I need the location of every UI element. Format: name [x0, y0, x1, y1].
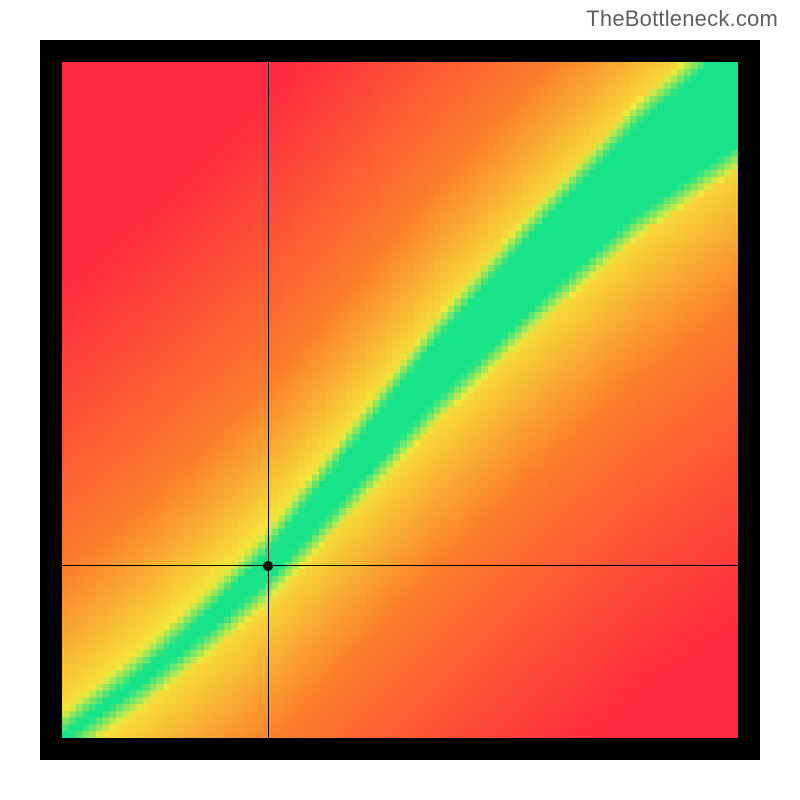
heatmap-canvas: [62, 62, 738, 738]
crosshair-marker-dot: [263, 561, 273, 571]
chart-container: TheBottleneck.com: [0, 0, 800, 800]
heatmap-panel: [40, 40, 760, 760]
crosshair-vertical: [268, 62, 269, 738]
watermark-text: TheBottleneck.com: [586, 6, 778, 32]
crosshair-horizontal: [62, 565, 738, 566]
